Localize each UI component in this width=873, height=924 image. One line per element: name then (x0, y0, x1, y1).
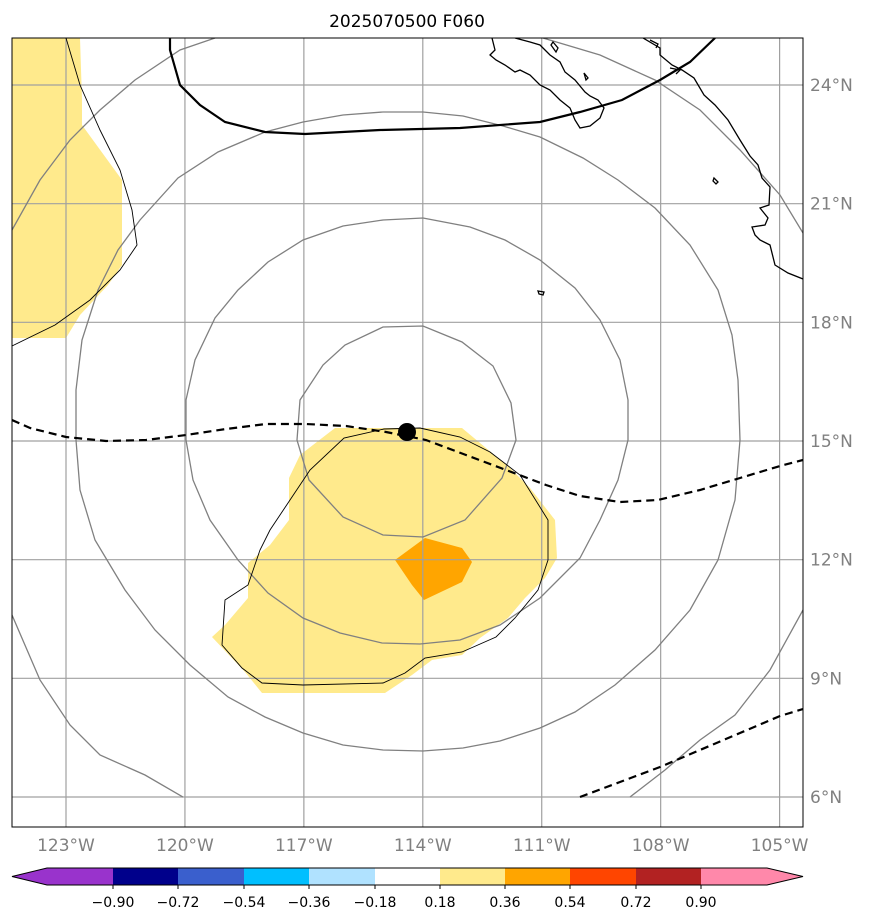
lat-tick-label: 15°N (810, 432, 853, 452)
lat-tick-label: 18°N (810, 313, 853, 333)
lat-tick-label: 21°N (810, 195, 853, 215)
colorbar-segment (178, 868, 244, 885)
colorbar-segment (244, 868, 309, 885)
lon-tick-label: 120°W (156, 836, 214, 856)
range-ring-4 (12, 38, 216, 231)
range-ring-1 (296, 325, 517, 538)
map-area (12, 38, 803, 827)
shaded-region-south (212, 428, 557, 693)
coastline-baja (489, 38, 605, 129)
thick-line-north (168, 38, 716, 136)
colorbar-label: 0.54 (554, 895, 585, 911)
range-ring-4d (629, 609, 803, 798)
colorbar-label: −0.72 (157, 895, 200, 911)
lat-tick-label: 6°N (810, 788, 842, 808)
contour-line-west (12, 38, 138, 347)
colorbar-outline (11, 867, 804, 886)
gridlines (12, 38, 803, 827)
lon-tick-label: 117°W (275, 836, 333, 856)
shaded-region-west (12, 38, 122, 338)
lon-tick-label: 105°W (751, 836, 809, 856)
colorbar-label: 0.72 (620, 895, 651, 911)
coastline-gulf-piece (649, 39, 659, 49)
lon-tick-label: 114°W (394, 836, 452, 856)
lon-tick-label: 123°W (37, 836, 95, 856)
range-rings (12, 38, 803, 798)
map-title: 2025070500 F060 (329, 12, 485, 32)
colorbar-label: 0.36 (489, 895, 520, 911)
coastline-island-socorro (537, 290, 545, 296)
dashed-line-center (12, 418, 803, 504)
dashed-line-southeast (579, 707, 803, 799)
colorbar-segment (505, 868, 570, 885)
colorbar-label: −0.18 (354, 895, 397, 911)
lat-tick-labels: 6°N 9°N 12°N 15°N 18°N 21°N 24°N (810, 76, 853, 808)
range-ring-4b (542, 38, 803, 234)
range-ring-3 (75, 111, 741, 752)
contour-line-south (221, 427, 549, 686)
colorbar-label: −0.54 (223, 895, 266, 911)
colorbar-segment (309, 868, 375, 885)
lon-tick-labels: 123°W 120°W 117°W 114°W 111°W 108°W 105°W (37, 836, 809, 856)
map-frame (11, 37, 804, 828)
storm-center-marker (398, 423, 416, 441)
colorbar-segment (375, 868, 440, 885)
range-ring-2 (185, 217, 629, 645)
lat-tick-label: 24°N (810, 76, 853, 96)
colorbar-segment (570, 868, 636, 885)
colorbar-segment (636, 868, 701, 885)
colorbar-extend-high (701, 868, 803, 885)
coastlines (489, 38, 803, 296)
coastline-mainland (642, 38, 803, 280)
coastline-gulf-piece-2 (669, 67, 682, 75)
colorbar: −0.90 −0.72 −0.54 −0.36 −0.18 0.18 0.36 0.54 0.7… (11, 867, 804, 911)
colorbar-segment (440, 868, 505, 885)
colorbar-segment (113, 868, 178, 885)
colorbar-label: −0.90 (92, 895, 135, 911)
shaded-region-orange (395, 538, 472, 600)
coastline-island-2 (583, 72, 589, 82)
lat-tick-label: 12°N (810, 551, 853, 571)
colorbar-label: 0.18 (424, 895, 455, 911)
colorbar-label: 0.90 (685, 895, 716, 911)
lon-tick-label: 108°W (632, 836, 690, 856)
range-ring-4c (12, 614, 184, 798)
lon-tick-label: 111°W (513, 836, 571, 856)
colorbar-label: −0.36 (288, 895, 331, 911)
lat-tick-label: 9°N (810, 669, 842, 689)
colorbar-extend-low (12, 868, 113, 885)
coastline-island-3 (712, 176, 719, 185)
coastline-island-1 (550, 40, 559, 54)
